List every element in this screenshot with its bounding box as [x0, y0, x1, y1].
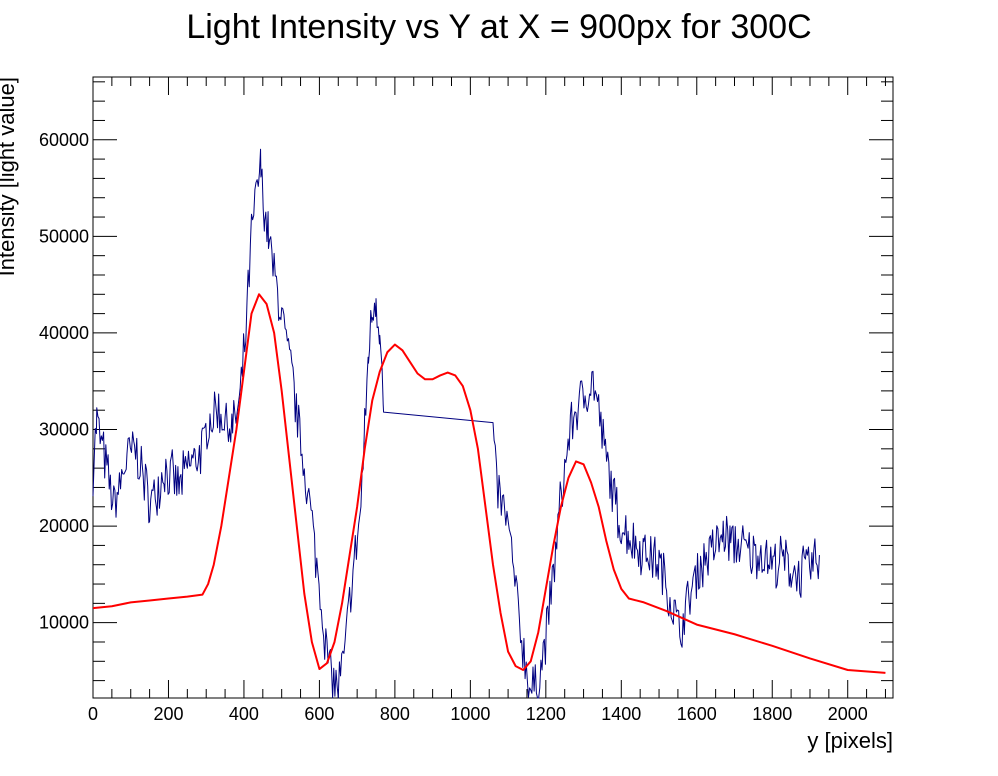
x-tick-label: 200 [153, 704, 183, 724]
y-tick-label: 50000 [39, 226, 89, 246]
x-axis-label: y [pixels] [807, 728, 893, 753]
plot-frame [92, 76, 894, 699]
y-tick-label: 30000 [39, 420, 89, 440]
x-tick-label: 1600 [677, 704, 717, 724]
x-tick-label: 1400 [601, 704, 641, 724]
x-tick-label: 800 [380, 704, 410, 724]
series-line-smoothed [92, 293, 886, 674]
series-line-measured [92, 148, 820, 699]
chart-title: Light Intensity vs Y at X = 900px for 30… [186, 8, 811, 46]
x-tick-label: 600 [304, 704, 334, 724]
y-tick-label: 40000 [39, 323, 89, 343]
x-ticks: 0 200 400 600 800 1000 1200 1400 1600 1800 2000 [88, 77, 886, 724]
x-tick-label: 400 [229, 704, 259, 724]
y-tick-label: 60000 [39, 130, 89, 150]
x-tick-label: 0 [88, 704, 98, 724]
series-layer [92, 148, 886, 699]
x-tick-label: 1000 [450, 704, 490, 724]
y-tick-label: 20000 [39, 516, 89, 536]
y-ticks: 10000 20000 30000 40000 50000 60000 [39, 81, 893, 682]
y-axis-label: Intensity [light value] [0, 77, 19, 276]
x-tick-label: 2000 [828, 704, 868, 724]
y-tick-label: 10000 [39, 613, 89, 633]
x-tick-label: 1200 [526, 704, 566, 724]
x-tick-label: 1800 [752, 704, 792, 724]
